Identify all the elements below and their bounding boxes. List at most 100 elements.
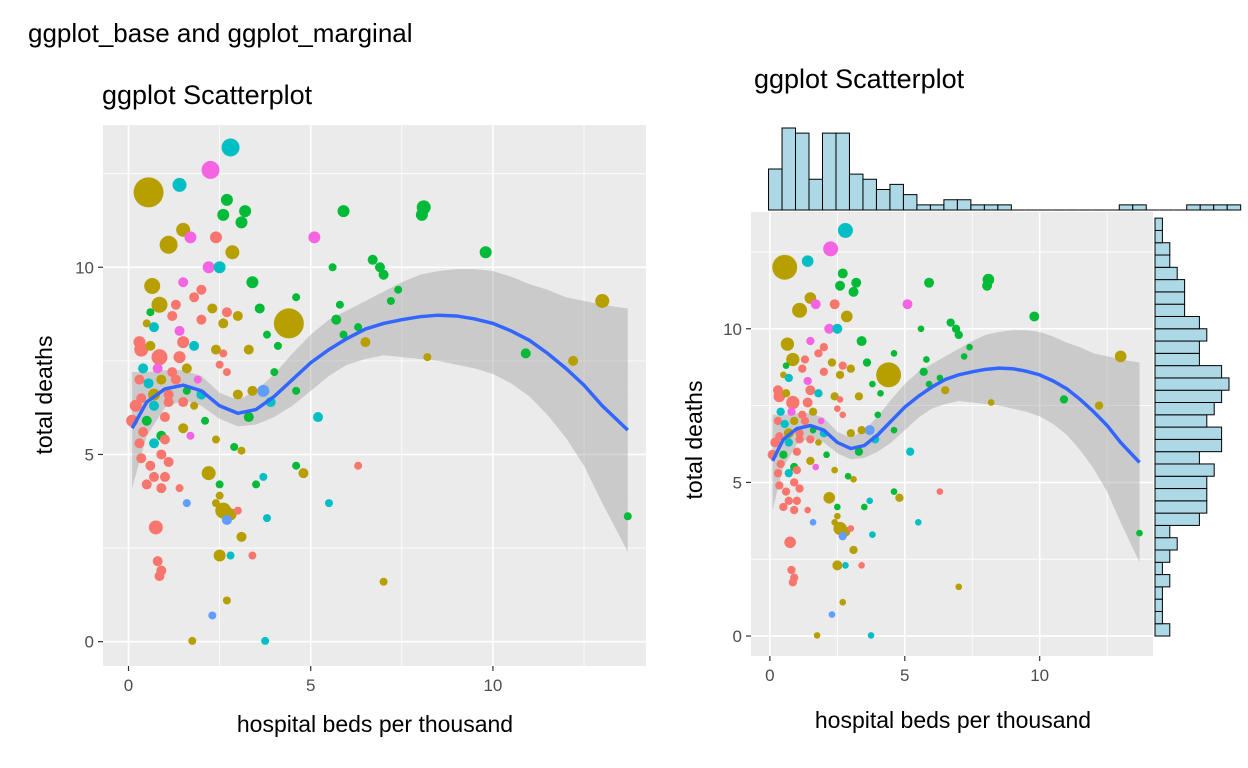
y-tick-label: 5 (733, 473, 742, 492)
marginal-panel-background (751, 212, 1153, 656)
data-point (156, 374, 167, 385)
data-point (1029, 311, 1040, 322)
data-point (1094, 401, 1104, 410)
y-histogram-bar (1154, 266, 1178, 281)
data-point (134, 438, 145, 449)
data-point (207, 303, 218, 314)
x-histogram-bar (1186, 204, 1201, 211)
data-point (851, 277, 862, 288)
y-histogram-bar (1154, 623, 1171, 637)
data-point (834, 405, 841, 412)
data-point (163, 397, 174, 408)
data-point (780, 337, 795, 351)
data-point (954, 330, 963, 340)
data-point (982, 280, 993, 291)
y-histogram-bar (1154, 537, 1178, 551)
y-histogram-bar (1154, 328, 1208, 342)
data-point (201, 466, 216, 481)
data-point (847, 525, 855, 532)
data-point (394, 285, 403, 294)
data-point (159, 412, 170, 423)
data-point (819, 343, 828, 352)
y-histogram-bar (1154, 340, 1200, 354)
data-point (834, 512, 841, 520)
data-point (247, 385, 258, 396)
data-point (134, 342, 149, 357)
data-point (202, 261, 215, 274)
data-point (292, 461, 301, 470)
y-histogram-bar (1154, 242, 1171, 256)
data-point (854, 392, 864, 401)
data-point (243, 344, 254, 355)
data-point (808, 407, 818, 416)
data-point (823, 491, 836, 504)
data-point (156, 449, 167, 460)
base-axis-ticks: 0 5 10 0 5 10 (75, 258, 502, 695)
y-tick-label: 5 (85, 445, 94, 464)
data-point (813, 632, 821, 639)
base-plot-title: ggplot Scatterplot (102, 80, 313, 110)
data-point (869, 380, 876, 388)
data-point (835, 280, 846, 291)
data-point (856, 336, 867, 347)
data-point (787, 565, 796, 575)
data-point (196, 284, 207, 295)
x-histogram-bar (795, 132, 810, 211)
data-point (374, 262, 385, 273)
data-point (217, 208, 230, 221)
marginal-smooth-line (771, 366, 1141, 464)
marginal-plot-title: ggplot Scatterplot (754, 64, 965, 94)
x-histogram-bar (848, 173, 864, 211)
data-point (795, 435, 804, 444)
data-point (815, 439, 822, 446)
data-point (788, 578, 797, 587)
data-point (1114, 350, 1127, 363)
data-point (776, 407, 785, 416)
data-point (170, 299, 181, 310)
marginal-y-axis-label: total deaths (681, 381, 707, 500)
x-histogram-bar (889, 183, 904, 211)
data-point (248, 551, 257, 560)
data-point (222, 596, 231, 605)
data-point (800, 416, 810, 426)
data-point (246, 276, 259, 289)
data-point (840, 310, 853, 323)
data-point (781, 487, 791, 496)
y-histogram-bar (1154, 475, 1208, 490)
data-point (261, 636, 270, 645)
data-point (779, 450, 788, 459)
data-point (906, 447, 915, 456)
data-point (226, 551, 235, 560)
data-point (798, 364, 807, 373)
data-point (786, 352, 800, 367)
data-point (379, 577, 388, 586)
data-point (149, 400, 160, 411)
data-point (141, 415, 152, 426)
data-point (850, 476, 857, 483)
data-point (230, 442, 239, 451)
base-smooth-confidence-band (132, 269, 628, 552)
data-point (770, 437, 781, 448)
data-point (308, 231, 321, 244)
data-point (138, 363, 149, 374)
base-major-gridlines (103, 125, 646, 666)
data-point (188, 636, 197, 645)
data-point (914, 519, 922, 526)
data-point (190, 401, 199, 410)
data-point (849, 545, 858, 555)
data-point (830, 392, 839, 401)
data-point (136, 453, 147, 464)
x-histogram-bar (902, 194, 918, 211)
data-point (232, 310, 243, 321)
x-histogram-bar (997, 204, 1012, 211)
x-histogram-bar (1199, 204, 1215, 211)
data-point (790, 478, 799, 487)
data-point (792, 302, 808, 318)
x-histogram-bar (943, 199, 958, 211)
data-point (386, 296, 395, 305)
figure-title: ggplot_base and ggplot_marginal (28, 18, 413, 48)
y-histogram-bar (1154, 586, 1163, 600)
data-point (145, 340, 156, 351)
data-point (479, 246, 492, 259)
data-point (814, 349, 823, 358)
